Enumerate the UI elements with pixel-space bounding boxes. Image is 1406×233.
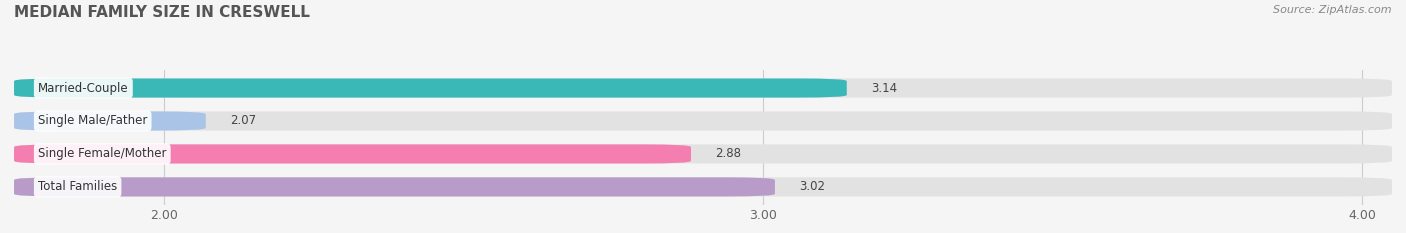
Text: Single Male/Father: Single Male/Father [38,114,148,127]
Text: Single Female/Mother: Single Female/Mother [38,147,166,161]
FancyBboxPatch shape [14,79,1392,98]
FancyBboxPatch shape [14,177,775,196]
Text: 3.02: 3.02 [799,180,825,193]
Text: 3.14: 3.14 [870,82,897,95]
Text: Married-Couple: Married-Couple [38,82,128,95]
FancyBboxPatch shape [14,144,690,164]
FancyBboxPatch shape [14,177,1392,196]
FancyBboxPatch shape [14,111,205,130]
Text: Source: ZipAtlas.com: Source: ZipAtlas.com [1274,5,1392,15]
FancyBboxPatch shape [14,111,1392,130]
Text: MEDIAN FAMILY SIZE IN CRESWELL: MEDIAN FAMILY SIZE IN CRESWELL [14,5,309,20]
Text: Total Families: Total Families [38,180,117,193]
FancyBboxPatch shape [14,144,1392,164]
FancyBboxPatch shape [14,79,846,98]
Text: 2.07: 2.07 [229,114,256,127]
Text: 2.88: 2.88 [716,147,741,161]
